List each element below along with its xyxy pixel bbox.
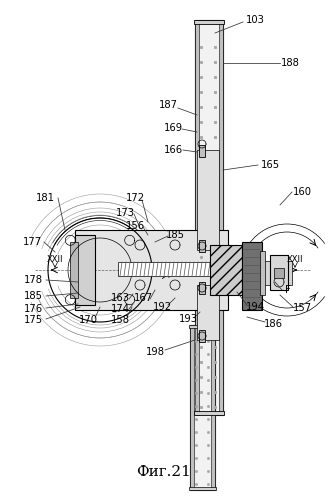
Text: 198: 198: [145, 347, 164, 357]
Text: 166: 166: [164, 145, 183, 155]
Text: 186: 186: [264, 319, 283, 329]
Text: 157: 157: [292, 303, 312, 313]
Text: 178: 178: [23, 275, 42, 285]
Bar: [197, 285, 219, 340]
Text: 165: 165: [261, 160, 280, 170]
Bar: [219, 20, 223, 415]
Bar: [189, 325, 216, 328]
Text: 160: 160: [292, 187, 312, 197]
Text: XXII: XXII: [47, 256, 63, 264]
Text: F: F: [285, 285, 291, 295]
Bar: [75, 230, 228, 310]
Bar: [274, 268, 284, 278]
Bar: [189, 487, 216, 490]
Text: 173: 173: [115, 208, 135, 218]
Bar: [260, 251, 265, 295]
Text: 193: 193: [179, 314, 197, 324]
Text: 175: 175: [23, 315, 42, 325]
Bar: [197, 150, 219, 250]
Text: 103: 103: [245, 15, 265, 25]
Bar: [262, 261, 292, 285]
Text: 172: 172: [125, 193, 144, 203]
Text: 185: 185: [165, 230, 185, 240]
Bar: [195, 20, 223, 415]
Bar: [70, 242, 78, 298]
Bar: [194, 411, 224, 415]
Bar: [199, 240, 205, 252]
Bar: [190, 325, 194, 490]
Bar: [270, 255, 288, 290]
Text: 170: 170: [79, 315, 97, 325]
Text: 188: 188: [281, 58, 299, 68]
Bar: [210, 245, 242, 295]
Bar: [199, 330, 205, 342]
Bar: [211, 325, 215, 490]
Text: 194: 194: [245, 302, 265, 312]
Text: 167: 167: [134, 293, 153, 303]
Text: 169: 169: [164, 123, 183, 133]
Text: 174: 174: [111, 304, 130, 314]
Text: 163: 163: [111, 293, 130, 303]
Text: 156: 156: [125, 221, 144, 231]
Text: 181: 181: [36, 193, 55, 203]
Text: Фиг.21: Фиг.21: [137, 465, 191, 479]
Text: 185: 185: [23, 291, 42, 301]
Bar: [195, 20, 199, 415]
Bar: [194, 20, 224, 24]
Bar: [118, 262, 215, 276]
Bar: [242, 242, 262, 310]
Bar: [199, 282, 205, 294]
Bar: [75, 235, 95, 305]
Text: 176: 176: [23, 304, 42, 314]
Text: 192: 192: [152, 302, 171, 312]
Text: 187: 187: [159, 100, 178, 110]
Text: 158: 158: [111, 315, 130, 325]
Text: 177: 177: [22, 237, 41, 247]
Bar: [190, 325, 215, 490]
Bar: [199, 145, 205, 157]
Text: XXII: XXII: [287, 256, 303, 264]
